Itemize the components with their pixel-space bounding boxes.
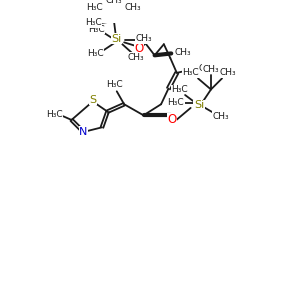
Text: CH₃: CH₃ — [198, 64, 214, 73]
Text: CH₃: CH₃ — [135, 34, 152, 43]
Text: CH₃: CH₃ — [202, 64, 219, 74]
Text: CH₃: CH₃ — [213, 112, 230, 121]
Text: H₃C: H₃C — [171, 85, 188, 94]
Text: CH₃: CH₃ — [128, 52, 145, 62]
Text: H₃C: H₃C — [87, 49, 104, 58]
Text: CH₃: CH₃ — [174, 48, 190, 57]
Text: H₃C: H₃C — [182, 68, 199, 77]
Text: O: O — [134, 42, 143, 55]
Text: H₃C: H₃C — [88, 25, 105, 34]
Text: H₃C: H₃C — [85, 19, 102, 28]
Text: H₃C: H₃C — [86, 3, 103, 12]
Text: CH₃: CH₃ — [219, 68, 236, 77]
Text: N: N — [79, 127, 88, 137]
Text: Si: Si — [112, 34, 122, 44]
Text: O: O — [167, 113, 177, 126]
Text: CH₃: CH₃ — [106, 0, 122, 5]
Text: CH₃: CH₃ — [124, 3, 141, 12]
Text: Si: Si — [194, 100, 204, 110]
Text: H₃C: H₃C — [167, 98, 184, 107]
Text: H₃C: H₃C — [106, 80, 123, 89]
Text: H₃C: H₃C — [46, 110, 62, 119]
Text: S: S — [89, 94, 96, 105]
